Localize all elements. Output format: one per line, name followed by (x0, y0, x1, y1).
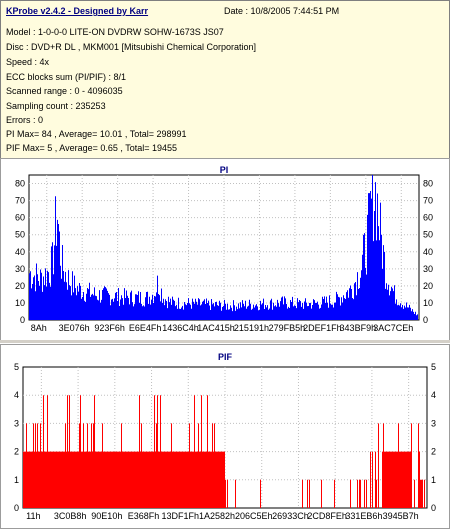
pif-chart-panel: PIF 0 0 1 1 2 2 3 3 4 4 5 5 11h 3C0B8h 90E10h E368Fh 13DF… (0, 344, 450, 529)
pi-x-tick-label: 2DEF1Fh (303, 323, 342, 333)
pif-x-tick-label: 3945B7h (383, 511, 419, 521)
pif-y-tick-label-right: 2 (431, 447, 436, 457)
pi-y-tick-label-right: 20 (423, 281, 433, 291)
splitter[interactable] (0, 340, 450, 343)
pif-y-tick-label: 4 (14, 390, 19, 400)
pif-y-tick-label: 0 (14, 503, 19, 513)
pi-y-tick-label-right: 10 (423, 298, 433, 308)
pi-x-tick-label: 1AC415h (197, 323, 235, 333)
pi-y-tick-label-right: 0 (423, 315, 428, 325)
info-pif-summary: PIF Max= 5 , Average= 0.65 , Total= 1945… (6, 143, 178, 153)
pi-x-tick-label: 279FB5h (269, 323, 306, 333)
info-panel: KProbe v2.4.2 - Designed by Karr Date : … (0, 0, 450, 159)
pi-y-tick-label: 20 (15, 281, 25, 291)
pif-y-tick-label: 5 (14, 362, 19, 372)
pi-y-tick-label: 0 (20, 315, 25, 325)
pi-chart-title: PI (220, 165, 229, 175)
pi-y-tick-label: 80 (15, 179, 25, 189)
pi-x-tick-label: 343BF9h (340, 323, 377, 333)
pi-y-tick-label: 10 (15, 298, 25, 308)
pif-x-tick-label: 3C0B8h (54, 511, 87, 521)
pi-x-tick-label: 3E076h (59, 323, 90, 333)
pi-y-tick-label-right: 70 (423, 196, 433, 206)
pi-y-tick-label-right: 40 (423, 247, 433, 257)
pi-y-tick-label-right: 80 (423, 179, 433, 189)
pif-y-tick-label: 1 (14, 475, 19, 485)
pif-y-tick-label-right: 3 (431, 418, 436, 428)
pi-x-tick-label: 3AC7CEh (373, 323, 413, 333)
pi-y-tick-label: 70 (15, 196, 25, 206)
scan-date: Date : 10/8/2005 7:44:51 PM (224, 6, 340, 16)
info-speed: Speed : 4x (6, 57, 50, 67)
pif-x-tick-label: E368Fh (128, 511, 160, 521)
info-model: Model : 1-0-0-0 LITE-ON DVDRW SOHW-1673S… (6, 27, 224, 37)
pi-x-tick-label: 215191h (234, 323, 269, 333)
pif-x-tick-label: 11h (26, 511, 40, 521)
pi-y-tick-label-right: 30 (423, 264, 433, 274)
pi-y-tick-label-right: 60 (423, 213, 433, 223)
pif-x-tick-label: 206C5Eh (235, 511, 273, 521)
pi-y-tick-label-right: 50 (423, 230, 433, 240)
pif-y-tick-label-right: 5 (431, 362, 436, 372)
info-errors: Errors : 0 (6, 115, 44, 125)
pif-y-tick-label-right: 1 (431, 475, 436, 485)
pi-y-tick-label: 50 (15, 230, 25, 240)
pi-chart: PI 0 0 10 10 20 20 30 30 40 40 50 50 60 60 70 70 80 80 8Ah 3… (15, 165, 433, 333)
pif-chart: PIF 0 0 1 1 2 2 3 3 4 4 5 5 11h 3C0B8h 90E10h E368Fh 13DF… (14, 352, 436, 521)
pif-y-tick-label: 3 (14, 418, 19, 428)
pi-x-tick-label: 1436C4h (162, 323, 199, 333)
pif-x-tick-label: 90E10h (91, 511, 122, 521)
pif-x-tick-label: 26933Ch (272, 511, 309, 521)
pi-x-tick-label: E6E4Fh (129, 323, 162, 333)
pi-y-tick-label: 30 (15, 264, 25, 274)
pi-y-tick-label: 60 (15, 213, 25, 223)
info-ecc: ECC blocks sum (PI/PIF) : 8/1 (6, 72, 127, 82)
pif-y-tick-label-right: 4 (431, 390, 436, 400)
pif-y-tick-label-right: 0 (431, 503, 436, 513)
pi-x-tick-label: 8Ah (31, 323, 47, 333)
pi-x-tick-label: 923F6h (94, 323, 125, 333)
pif-chart-title: PIF (218, 352, 233, 362)
info-disc: Disc : DVD+R DL , MKM001 [Mitsubishi Che… (6, 42, 256, 52)
pif-x-tick-label: 331EB6h (345, 511, 382, 521)
pif-x-tick-label: 2CD8FEh (307, 511, 347, 521)
info-sampling: Sampling count : 235253 (6, 101, 106, 111)
info-pi-summary: PI Max= 84 , Average= 10.01 , Total= 298… (6, 129, 187, 139)
pif-x-tick-label: 1A2582h (199, 511, 235, 521)
pif-y-tick-label: 2 (14, 447, 19, 457)
app-title[interactable]: KProbe v2.4.2 - Designed by Karr (6, 6, 149, 16)
pif-x-tick-label: 13DF1Fh (162, 511, 200, 521)
info-range: Scanned range : 0 - 4096035 (6, 86, 123, 96)
pi-chart-panel: PI 0 0 10 10 20 20 30 30 40 40 50 50 60 60 70 70 80 80 8Ah 3… (0, 158, 450, 341)
pi-y-tick-label: 40 (15, 247, 25, 257)
